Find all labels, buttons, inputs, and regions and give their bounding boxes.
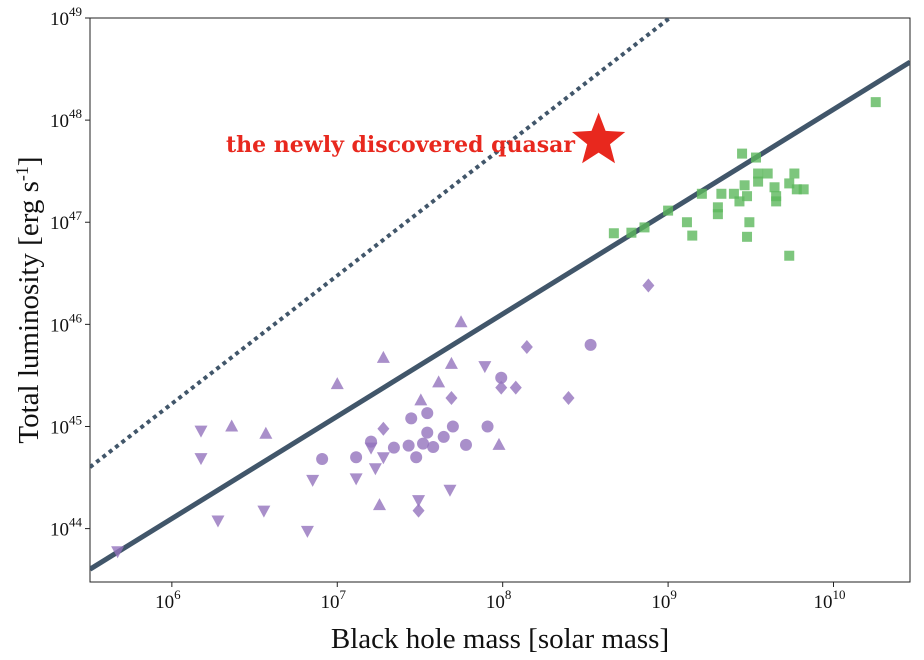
data-point-triangle-up [444, 356, 458, 369]
y-tick-label: 1046 [50, 310, 83, 336]
data-point-square [696, 188, 707, 199]
data-point-square [771, 196, 782, 207]
y-tick-label: 1048 [50, 106, 82, 132]
x-tick-label: 109 [651, 587, 677, 613]
data-point-square [744, 217, 755, 228]
data-point-diamond [562, 391, 575, 406]
data-point-square [728, 188, 739, 199]
data-point-circle [387, 441, 400, 454]
data-point-square [769, 182, 780, 193]
data-point-square [626, 227, 637, 238]
data-point-circle [316, 453, 329, 466]
data-point-triangle-down [478, 361, 492, 374]
data-point-square [716, 188, 727, 199]
data-point-diamond [520, 340, 533, 355]
data-point-circle [421, 426, 434, 439]
y-tick-label: 1049 [50, 4, 82, 30]
data-point-square [753, 176, 764, 187]
y-axis-label: Total luminosity [erg s-1] [12, 156, 45, 443]
data-point-square [663, 205, 674, 216]
x-axis-label: Black hole mass [solar mass] [331, 623, 669, 655]
data-point-circle [365, 435, 378, 448]
data-point-square [737, 148, 748, 159]
data-point-square [798, 184, 809, 195]
data-point-diamond [412, 503, 425, 518]
data-point-square [739, 180, 750, 191]
data-point-diamond [377, 421, 390, 436]
data-point-square [771, 191, 782, 202]
data-point-square [784, 250, 795, 261]
data-point-triangle-down [211, 515, 225, 528]
data-point-square [712, 209, 723, 220]
highlight-label: the newly discovered quasar [226, 132, 575, 158]
data-point-triangle-down [443, 484, 457, 497]
data-point-triangle-up [225, 419, 239, 432]
data-point-square [789, 168, 800, 179]
x-tick-label: 106 [155, 587, 181, 613]
dotted-line [90, 18, 673, 469]
data-point-circle [495, 371, 508, 384]
data-point-square [734, 196, 745, 207]
data-point-square [742, 191, 753, 202]
data-point-square [751, 152, 762, 163]
data-point-circle [350, 451, 363, 464]
y-tick-label: 1047 [50, 208, 83, 234]
data-point-square [639, 222, 650, 233]
data-point-square [753, 168, 764, 179]
data-point-triangle-down [349, 473, 363, 486]
data-point-circle [437, 430, 450, 443]
data-point-triangle-up [259, 426, 273, 439]
data-point-triangle-down [368, 463, 382, 476]
data-point-square [762, 168, 773, 179]
data-point-diamond [495, 380, 508, 395]
data-point-triangle-up [330, 377, 344, 390]
data-point-square [687, 230, 698, 241]
data-point-triangle-down [376, 452, 390, 465]
data-point-diamond [509, 380, 522, 395]
data-point-circle [405, 412, 418, 425]
data-point-square [608, 228, 619, 239]
data-point-circle [459, 438, 472, 451]
data-point-triangle-down [300, 525, 314, 538]
data-point-square [681, 217, 692, 228]
data-point-square [791, 184, 802, 195]
data-point-circle [427, 440, 440, 453]
highlight-star-marker [572, 112, 626, 164]
solid-line [90, 59, 910, 572]
data-point-square [784, 178, 795, 189]
data-point-diamond [445, 391, 458, 406]
data-point-triangle-up [492, 437, 506, 450]
data-point-triangle-up [454, 315, 468, 328]
data-point-circle [402, 439, 415, 452]
data-point-triangle-down [257, 505, 271, 518]
data-point-triangle-down [194, 453, 208, 466]
y-tick-label: 1044 [50, 515, 83, 541]
x-tick-label: 107 [321, 587, 347, 613]
data-point-triangle-down [306, 474, 320, 487]
data-point-diamond [642, 278, 655, 293]
data-point-triangle-down [412, 495, 426, 508]
data-point-square [870, 97, 881, 108]
x-tick-label: 108 [486, 587, 512, 613]
data-point-square [712, 202, 723, 213]
data-point-triangle-up [432, 375, 446, 388]
data-point-square [742, 231, 753, 242]
data-point-circle [410, 451, 423, 464]
data-point-circle [446, 420, 459, 433]
data-point-circle [481, 420, 494, 433]
data-point-circle [417, 437, 430, 450]
y-tick-label: 1045 [50, 412, 82, 438]
data-point-triangle-up [414, 393, 428, 406]
x-tick-label: 1010 [814, 587, 846, 613]
data-point-circle [421, 407, 434, 420]
plot-area [89, 17, 911, 583]
data-point-triangle-down [111, 546, 125, 559]
data-point-triangle-up [376, 350, 390, 363]
data-point-triangle-up [372, 498, 386, 511]
data-point-triangle-down [194, 425, 208, 438]
data-point-circle [584, 338, 597, 351]
